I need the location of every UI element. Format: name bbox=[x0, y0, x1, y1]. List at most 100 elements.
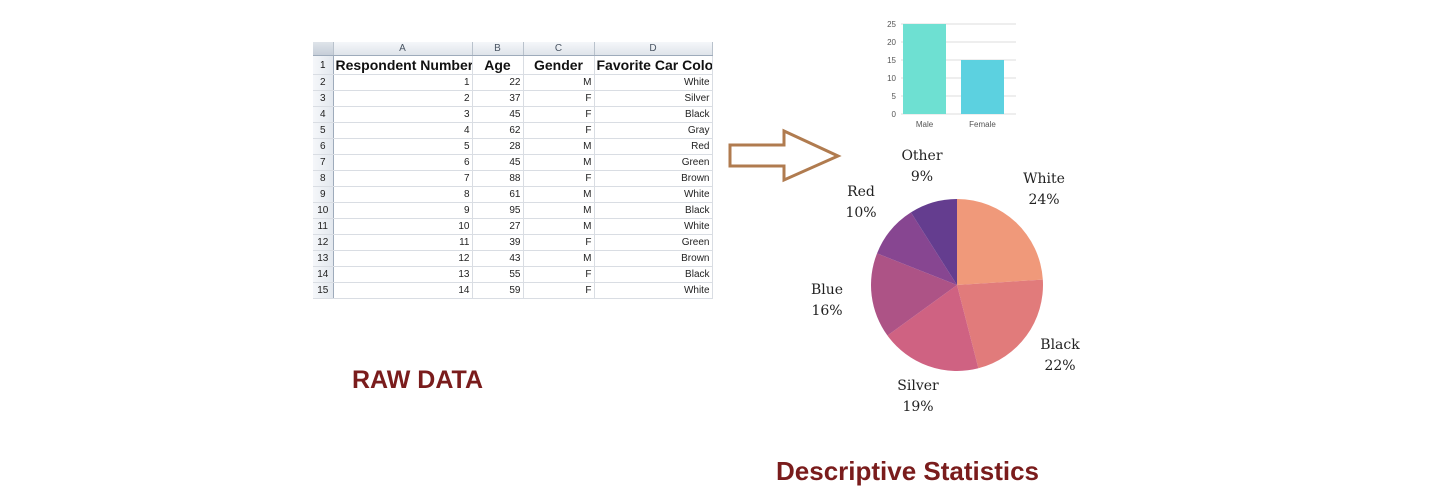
row-number[interactable]: 14 bbox=[313, 266, 334, 283]
table-row: 8 7 88 F Brown bbox=[313, 170, 713, 187]
cell-favorite-car-color[interactable]: Green bbox=[594, 234, 713, 251]
cell-favorite-car-color[interactable]: Black bbox=[594, 266, 713, 283]
cell-age[interactable]: 45 bbox=[472, 106, 524, 123]
cell-age[interactable]: 61 bbox=[472, 186, 524, 203]
cell-age[interactable]: 39 bbox=[472, 234, 524, 251]
gender-bar-chart: 0 5 10 15 20 25 Male Female bbox=[887, 20, 1016, 129]
cell-age[interactable]: 28 bbox=[472, 138, 524, 155]
pie-slice-blue bbox=[871, 253, 957, 336]
row-number[interactable]: 2 bbox=[313, 74, 334, 91]
pie-label-name: Other bbox=[901, 148, 942, 164]
cell-age[interactable]: 22 bbox=[472, 74, 524, 91]
row-number[interactable]: 15 bbox=[313, 282, 334, 299]
raw-data-spreadsheet: A B C D 1 Respondent Number Age Gender F… bbox=[313, 42, 713, 299]
cell-age[interactable]: 45 bbox=[472, 154, 524, 171]
cell-favorite-car-color[interactable]: White bbox=[594, 74, 713, 91]
cell-gender[interactable]: M bbox=[523, 186, 595, 203]
row-number[interactable]: 6 bbox=[313, 138, 334, 155]
cell-age[interactable]: 37 bbox=[472, 90, 524, 107]
cell-gender[interactable]: M bbox=[523, 218, 595, 235]
column-letter-b[interactable]: B bbox=[472, 42, 524, 56]
row-number[interactable]: 1 bbox=[313, 55, 334, 75]
cell-gender[interactable]: F bbox=[523, 266, 595, 283]
cell-gender[interactable]: F bbox=[523, 106, 595, 123]
cell-respondent-number[interactable]: 9 bbox=[333, 202, 473, 219]
cell-age[interactable]: 55 bbox=[472, 266, 524, 283]
row-number[interactable]: 5 bbox=[313, 122, 334, 139]
row-number[interactable]: 13 bbox=[313, 250, 334, 267]
cell-age[interactable]: 88 bbox=[472, 170, 524, 187]
row-number[interactable]: 12 bbox=[313, 234, 334, 251]
cell-respondent-number[interactable]: 6 bbox=[333, 154, 473, 171]
header-favorite-car-color[interactable]: Favorite Car Color bbox=[594, 55, 713, 75]
pie-slice-red bbox=[877, 212, 957, 285]
table-row: 2 1 22 M White bbox=[313, 74, 713, 91]
flow-arrow bbox=[728, 128, 842, 183]
cell-respondent-number[interactable]: 5 bbox=[333, 138, 473, 155]
cell-respondent-number[interactable]: 3 bbox=[333, 106, 473, 123]
cell-favorite-car-color[interactable]: White bbox=[594, 218, 713, 235]
cell-respondent-number[interactable]: 1 bbox=[333, 74, 473, 91]
x-tick-label: Male bbox=[916, 120, 934, 129]
row-number[interactable]: 4 bbox=[313, 106, 334, 123]
cell-respondent-number[interactable]: 12 bbox=[333, 250, 473, 267]
row-number[interactable]: 11 bbox=[313, 218, 334, 235]
cell-respondent-number[interactable]: 14 bbox=[333, 282, 473, 299]
row-number[interactable]: 8 bbox=[313, 170, 334, 187]
cell-age[interactable]: 27 bbox=[472, 218, 524, 235]
cell-gender[interactable]: M bbox=[523, 154, 595, 171]
column-letter-d[interactable]: D bbox=[594, 42, 713, 56]
row-number[interactable]: 10 bbox=[313, 202, 334, 219]
cell-gender[interactable]: F bbox=[523, 234, 595, 251]
cell-age[interactable]: 43 bbox=[472, 250, 524, 267]
y-tick-label: 5 bbox=[892, 92, 897, 101]
cell-favorite-car-color[interactable]: Black bbox=[594, 202, 713, 219]
cell-favorite-car-color[interactable]: White bbox=[594, 282, 713, 299]
column-letter-a[interactable]: A bbox=[333, 42, 473, 56]
cell-favorite-car-color[interactable]: Gray bbox=[594, 122, 713, 139]
cell-favorite-car-color[interactable]: White bbox=[594, 186, 713, 203]
table-row: 3 2 37 F Silver bbox=[313, 90, 713, 107]
cell-favorite-car-color[interactable]: Red bbox=[594, 138, 713, 155]
cell-age[interactable]: 95 bbox=[472, 202, 524, 219]
cell-respondent-number[interactable]: 13 bbox=[333, 266, 473, 283]
cell-respondent-number[interactable]: 8 bbox=[333, 186, 473, 203]
header-gender[interactable]: Gender bbox=[523, 55, 595, 75]
cell-gender[interactable]: M bbox=[523, 138, 595, 155]
descriptive-statistics-label: Descriptive Statistics bbox=[776, 456, 1040, 486]
cell-age[interactable]: 62 bbox=[472, 122, 524, 139]
pie-label-name: Black bbox=[1040, 337, 1080, 353]
cell-favorite-car-color[interactable]: Silver bbox=[594, 90, 713, 107]
header-age[interactable]: Age bbox=[472, 55, 524, 75]
pie-label-percent: 22% bbox=[1044, 358, 1075, 374]
cell-favorite-car-color[interactable]: Brown bbox=[594, 250, 713, 267]
table-row: 9 8 61 M White bbox=[313, 186, 713, 203]
cell-gender[interactable]: F bbox=[523, 170, 595, 187]
header-respondent-number[interactable]: Respondent Number bbox=[333, 55, 473, 75]
row-number[interactable]: 9 bbox=[313, 186, 334, 203]
row-number[interactable]: 7 bbox=[313, 154, 334, 171]
pie-label-percent: 16% bbox=[811, 303, 842, 319]
cell-respondent-number[interactable]: 10 bbox=[333, 218, 473, 235]
y-tick-label: 20 bbox=[887, 38, 896, 47]
cell-favorite-car-color[interactable]: Green bbox=[594, 154, 713, 171]
cell-respondent-number[interactable]: 4 bbox=[333, 122, 473, 139]
bar-female bbox=[961, 60, 1004, 114]
cell-respondent-number[interactable]: 11 bbox=[333, 234, 473, 251]
row-number[interactable]: 3 bbox=[313, 90, 334, 107]
cell-gender[interactable]: M bbox=[523, 250, 595, 267]
cell-gender[interactable]: M bbox=[523, 74, 595, 91]
cell-gender[interactable]: M bbox=[523, 202, 595, 219]
cell-gender[interactable]: F bbox=[523, 282, 595, 299]
cell-respondent-number[interactable]: 2 bbox=[333, 90, 473, 107]
cell-favorite-car-color[interactable]: Black bbox=[594, 106, 713, 123]
select-all-corner[interactable] bbox=[313, 42, 334, 56]
cell-age[interactable]: 59 bbox=[472, 282, 524, 299]
pie-label-name: Silver bbox=[897, 378, 939, 394]
cell-respondent-number[interactable]: 7 bbox=[333, 170, 473, 187]
table-row: 13 12 43 M Brown bbox=[313, 250, 713, 267]
cell-gender[interactable]: F bbox=[523, 90, 595, 107]
column-letter-c[interactable]: C bbox=[523, 42, 595, 56]
cell-favorite-car-color[interactable]: Brown bbox=[594, 170, 713, 187]
cell-gender[interactable]: F bbox=[523, 122, 595, 139]
